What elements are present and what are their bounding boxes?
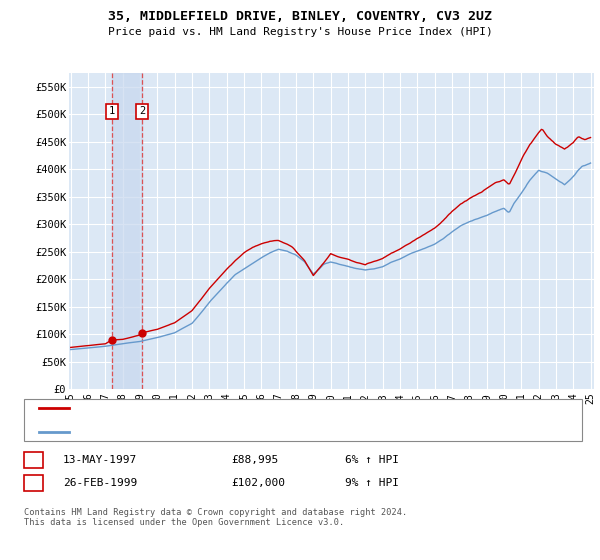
Text: 2: 2 [139,106,145,116]
Text: HPI: Average price, detached house, Coventry: HPI: Average price, detached house, Cove… [75,427,334,437]
Text: 6% ↑ HPI: 6% ↑ HPI [345,455,399,465]
Bar [112,73,142,389]
Text: 26-FEB-1999: 26-FEB-1999 [63,478,137,488]
Text: Price paid vs. HM Land Registry's House Price Index (HPI): Price paid vs. HM Land Registry's House … [107,27,493,37]
Text: 9% ↑ HPI: 9% ↑ HPI [345,478,399,488]
Text: 1: 1 [109,106,115,116]
Text: 2: 2 [30,478,37,488]
Text: 35, MIDDLEFIELD DRIVE, BINLEY, COVENTRY, CV3 2UZ: 35, MIDDLEFIELD DRIVE, BINLEY, COVENTRY,… [108,10,492,22]
Text: 13-MAY-1997: 13-MAY-1997 [63,455,137,465]
Text: 35, MIDDLEFIELD DRIVE, BINLEY, COVENTRY, CV3 2UZ (detached house): 35, MIDDLEFIELD DRIVE, BINLEY, COVENTRY,… [75,403,457,413]
Text: £88,995: £88,995 [231,455,278,465]
Text: £102,000: £102,000 [231,478,285,488]
Text: Contains HM Land Registry data © Crown copyright and database right 2024.
This d: Contains HM Land Registry data © Crown c… [24,508,407,528]
Text: 1: 1 [30,455,37,465]
